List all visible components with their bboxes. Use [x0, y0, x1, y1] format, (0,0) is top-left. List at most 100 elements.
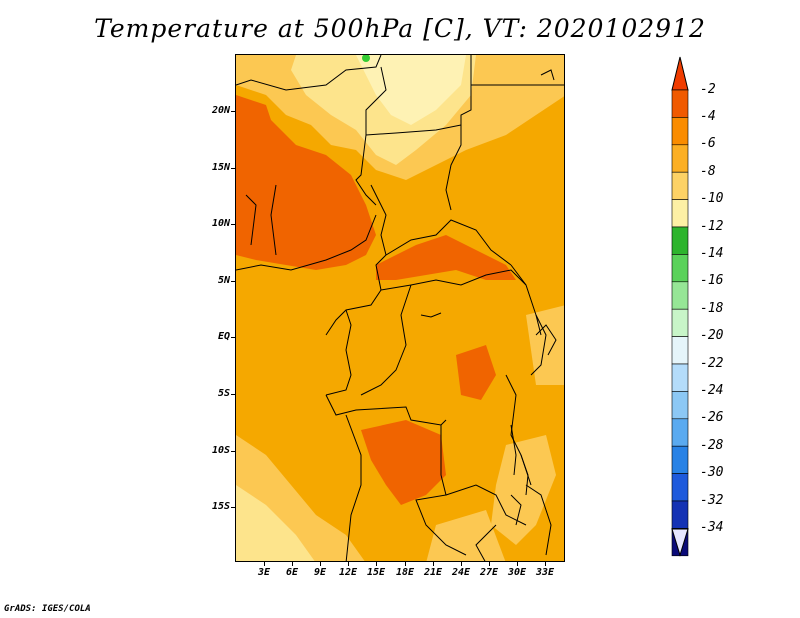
lat-label-20n: 20N — [211, 105, 230, 116]
colorbar-swatch — [671, 199, 689, 228]
chart-title: Temperature at 500hPa [C], VT: 202010291… — [94, 14, 706, 43]
colorbar-swatch — [671, 363, 689, 392]
lon-label-18e: 18E — [395, 567, 415, 578]
border-malawi — [510, 494, 522, 526]
lon-label-6e: 6E — [285, 567, 299, 578]
field-cool-southeast — [491, 435, 556, 545]
lon-tick — [376, 562, 377, 566]
lon-tick — [461, 562, 462, 566]
lon-tick — [348, 562, 349, 566]
colorbar-swatch — [671, 89, 689, 118]
lat-tick — [231, 451, 235, 452]
colorbar-label: -14 — [700, 246, 724, 261]
colorbar-label: -12 — [700, 219, 724, 234]
lon-tick — [264, 562, 265, 566]
colorbar-label: -18 — [700, 301, 724, 316]
lake-victoria — [535, 324, 557, 356]
colorbar-label: -16 — [700, 273, 724, 288]
temperature-map — [236, 55, 564, 561]
colorbar-swatch — [671, 171, 689, 200]
lon-label-27e: 27E — [479, 567, 499, 578]
lat-label-5n: 5N — [217, 275, 230, 286]
border-ghana — [245, 194, 257, 246]
colorbar-swatch — [671, 281, 689, 310]
lat-label-15n: 15N — [211, 162, 230, 173]
colorbar-bottom-triangle — [671, 528, 689, 557]
border-chad-north — [365, 124, 462, 136]
border-angola-east — [415, 425, 467, 556]
lon-label-3e: 3E — [257, 567, 271, 578]
border-zambia — [445, 484, 527, 526]
colorbar-swatch — [671, 445, 689, 474]
field-warm-west — [236, 115, 376, 270]
lat-tick — [231, 224, 235, 225]
lat-label-10n: 10N — [211, 218, 230, 229]
colorbar-label: -10 — [700, 191, 724, 206]
colorbar-label: -22 — [700, 356, 724, 371]
colorbar-swatch — [671, 500, 689, 529]
lat-label-5s: 5S — [217, 388, 230, 399]
map-panel — [235, 54, 565, 562]
field-cool-south — [426, 510, 506, 561]
border-uganda — [530, 314, 547, 376]
colorbar-label: -20 — [700, 328, 724, 343]
border-cameroon — [325, 184, 387, 336]
lon-tick — [405, 562, 406, 566]
lon-label-9e: 9E — [313, 567, 327, 578]
lon-label-12e: 12E — [338, 567, 358, 578]
lon-label-21e: 21E — [423, 567, 443, 578]
lat-tick — [231, 394, 235, 395]
colorbar-top-triangle — [671, 56, 689, 91]
lat-tick — [231, 111, 235, 112]
colorbar-label: -4 — [700, 109, 716, 124]
lon-label-30e: 30E — [507, 567, 527, 578]
lat-tick — [231, 337, 235, 338]
colorbar-swatch — [671, 226, 689, 255]
lat-label-15s: 15S — [211, 501, 230, 512]
lake-malawi — [520, 454, 529, 496]
border-south-sudan — [510, 264, 542, 336]
field-cool-east — [526, 305, 564, 385]
lat-label-10s: 10S — [211, 445, 230, 456]
border-sudan — [445, 55, 472, 211]
footer-credit: GrADS: IGES/COLA — [4, 604, 91, 614]
colorbar-label: -8 — [700, 164, 716, 179]
colorbar-label: -24 — [700, 383, 724, 398]
lat-label-eq: EQ — [217, 331, 230, 342]
border-car-north — [385, 219, 512, 266]
lon-label-24e: 24E — [451, 567, 471, 578]
border-congo — [360, 284, 412, 396]
lat-tick — [231, 168, 235, 169]
border-gabon — [325, 309, 352, 396]
colorbar-label: -6 — [700, 136, 716, 151]
lon-tick — [320, 562, 321, 566]
colorbar-swatch — [671, 308, 689, 337]
border-benin — [270, 184, 277, 256]
river-congo — [420, 312, 442, 318]
colorbar-swatch — [671, 117, 689, 146]
country-borders — [236, 55, 564, 561]
border-niger-chad — [355, 66, 387, 206]
colorbar-swatch — [671, 418, 689, 447]
colorbar-swatch — [671, 144, 689, 173]
lon-tick — [545, 562, 546, 566]
lon-tick — [292, 562, 293, 566]
lon-tick — [433, 562, 434, 566]
colorbar — [671, 56, 689, 557]
field-cooler-southwest — [236, 485, 315, 561]
border-sahel — [236, 55, 382, 91]
colorbar-swatch — [671, 391, 689, 420]
field-warm-central — [376, 235, 516, 280]
colorbar-label: -26 — [700, 410, 724, 425]
colorbar-label: -30 — [700, 465, 724, 480]
field-warm-east — [456, 345, 496, 400]
lon-tick — [489, 562, 490, 566]
border-coast-west — [236, 214, 377, 271]
lat-tick — [231, 281, 235, 282]
lat-tick — [231, 507, 235, 508]
field-coolest-north — [356, 55, 466, 125]
colorbar-label: -28 — [700, 438, 724, 453]
lon-tick — [517, 562, 518, 566]
lake-tanganyika — [510, 424, 517, 476]
field-green-spot — [362, 55, 370, 62]
